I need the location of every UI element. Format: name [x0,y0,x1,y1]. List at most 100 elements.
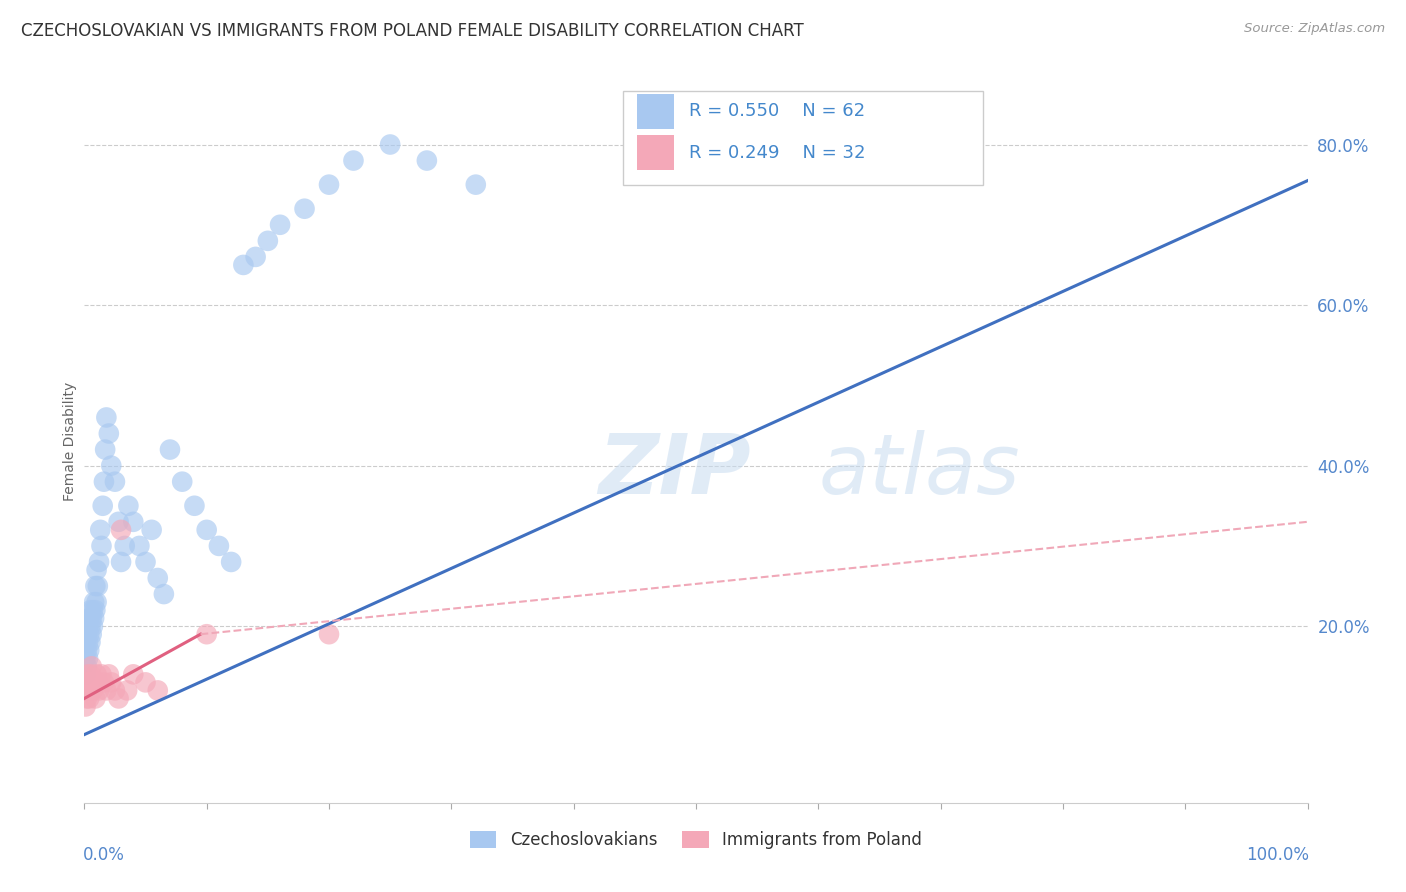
Point [90,539,112,553]
Point [77,683,100,698]
Point [318,627,340,641]
Point [96,683,118,698]
Point [91,499,114,513]
Point [77,627,100,641]
Point [80,611,103,625]
Point [172,475,194,489]
Point [77,619,100,633]
Text: 0.0%: 0.0% [83,847,125,864]
Point [75,683,97,698]
Point [245,250,267,264]
Point [318,178,340,192]
Point [159,442,181,457]
FancyBboxPatch shape [637,136,673,169]
Point [135,555,157,569]
Point [75,699,97,714]
Point [76,659,98,673]
Point [76,643,98,657]
Point [86,563,108,577]
Y-axis label: Female Disability: Female Disability [63,382,77,501]
Point [87,683,110,698]
Point [232,258,254,272]
Point [76,691,98,706]
Point [80,627,103,641]
FancyBboxPatch shape [623,91,983,185]
Point [100,675,122,690]
Point [87,555,110,569]
Text: R = 0.249    N = 32: R = 0.249 N = 32 [689,144,865,161]
Point [76,627,98,641]
Point [117,499,139,513]
Point [89,523,111,537]
Point [77,635,100,649]
Point [77,651,100,665]
Point [87,675,110,690]
Point [104,475,127,489]
Point [84,579,107,593]
Point [104,683,127,698]
Point [208,539,231,553]
Point [146,683,169,698]
Point [107,515,129,529]
Point [86,667,108,681]
Point [135,675,157,690]
Point [75,635,97,649]
Point [416,153,439,168]
Point [79,619,101,633]
Point [115,683,138,698]
Point [82,619,104,633]
Point [77,691,100,706]
Point [90,667,112,681]
Point [153,587,176,601]
Point [93,475,115,489]
Text: atlas: atlas [818,430,1019,511]
Text: Source: ZipAtlas.com: Source: ZipAtlas.com [1244,22,1385,36]
Point [84,691,107,706]
Point [79,635,101,649]
Point [94,442,117,457]
Point [77,675,100,690]
Point [110,523,132,537]
Point [219,555,242,569]
Point [97,667,120,681]
Point [97,426,120,441]
Point [269,218,291,232]
Point [257,234,280,248]
Point [76,675,98,690]
Text: R = 0.550    N = 62: R = 0.550 N = 62 [689,103,865,120]
Point [80,659,103,673]
Point [83,611,105,625]
Point [82,603,104,617]
Point [79,667,101,681]
Point [93,675,115,690]
Point [107,691,129,706]
Point [100,458,122,473]
Point [380,137,402,152]
Point [141,523,163,537]
Point [83,675,105,690]
FancyBboxPatch shape [637,94,673,128]
Point [110,555,132,569]
Point [86,595,108,609]
Point [79,603,101,617]
Point [77,611,100,625]
Point [195,523,218,537]
Point [75,667,97,681]
Point [128,539,150,553]
Point [122,667,145,681]
Point [342,153,364,168]
Point [83,595,105,609]
Legend: Czechoslovakians, Immigrants from Poland: Czechoslovakians, Immigrants from Poland [463,824,929,856]
Point [77,643,100,657]
Point [84,603,107,617]
Point [82,683,104,698]
Point [87,579,110,593]
Point [75,651,97,665]
Point [114,539,136,553]
Point [80,675,103,690]
Point [77,667,100,681]
Point [294,202,316,216]
Point [96,410,118,425]
Point [122,515,145,529]
Text: ZIP: ZIP [598,430,751,511]
